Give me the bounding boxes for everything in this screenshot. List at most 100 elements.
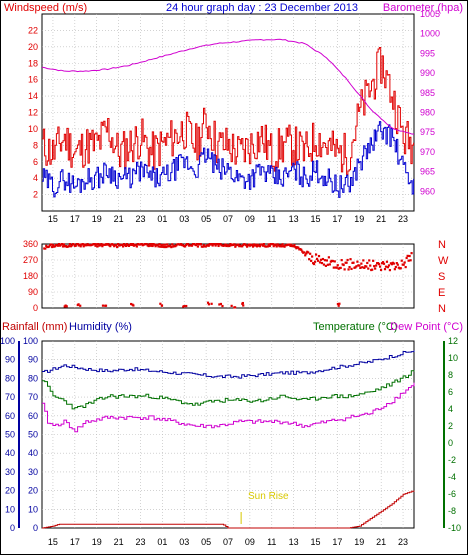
- direction-point: [254, 243, 258, 246]
- wind-y-tick-label: 20: [28, 42, 38, 52]
- direction-point: [315, 257, 319, 260]
- direction-point: [310, 259, 313, 262]
- direction-point: [211, 244, 214, 247]
- lower-x-tick-label: 19: [354, 537, 364, 547]
- direction-point: [248, 243, 251, 246]
- temperature-y-tick-label: 6: [448, 387, 453, 397]
- direction-point: [147, 244, 150, 248]
- direction-point: [74, 244, 77, 247]
- direction-point: [82, 245, 85, 248]
- direction-point: [385, 260, 389, 263]
- rainfall-y-tick-label: 70: [5, 392, 15, 402]
- humidity-y-tick-label: 40: [28, 448, 38, 458]
- direction-point: [94, 244, 97, 247]
- rainfall-y-tick-label: 80: [5, 373, 15, 383]
- direction-point: [149, 244, 152, 247]
- rainfall-y-tick-label: 100: [0, 336, 15, 346]
- direction-point: [218, 303, 221, 306]
- direction-point: [355, 265, 358, 268]
- direction-compass-label: W: [438, 255, 449, 267]
- direction-point: [251, 245, 255, 248]
- wind-y-tick-label: 6: [33, 157, 38, 167]
- direction-point: [333, 260, 336, 263]
- direction-point: [274, 244, 277, 247]
- lower-x-tick-label: 23: [135, 537, 145, 547]
- direction-point: [57, 243, 61, 246]
- wind-y-tick-label: 4: [33, 173, 38, 183]
- humidity-y-tick-label: 50: [28, 430, 38, 440]
- wind-x-tick-label: 05: [201, 214, 211, 224]
- rainfall-line: [42, 490, 415, 529]
- direction-point: [369, 264, 372, 267]
- wind-y-tick-label: 18: [28, 58, 38, 68]
- barometer-y-tick-label: 1000: [420, 29, 440, 39]
- direction-point: [246, 245, 249, 248]
- direction-point: [320, 261, 324, 265]
- direction-point: [326, 263, 329, 266]
- humidity-y-tick-label: 70: [28, 392, 38, 402]
- direction-point: [294, 245, 297, 249]
- direction-point: [305, 252, 308, 255]
- wind-x-tick-label: 07: [223, 214, 233, 224]
- lower-x-tick-label: 13: [289, 537, 299, 547]
- direction-point: [377, 263, 381, 266]
- direction-point: [317, 254, 321, 258]
- direction-point: [358, 264, 361, 267]
- direction-point: [365, 265, 368, 268]
- direction-point: [403, 261, 406, 264]
- direction-point: [372, 259, 375, 262]
- direction-point: [229, 243, 232, 246]
- dewpoint-axis-title: Dew Point (°C): [390, 321, 463, 333]
- wind-y-tick-label: 22: [28, 25, 38, 35]
- direction-point: [166, 243, 169, 246]
- direction-point: [150, 243, 153, 246]
- direction-point: [261, 244, 264, 247]
- direction-point: [217, 244, 220, 248]
- direction-point: [312, 262, 316, 266]
- direction-point: [131, 243, 135, 246]
- direction-point: [374, 267, 377, 270]
- temperature-y-tick-label: 10: [448, 353, 458, 363]
- lower-x-tick-label: 15: [48, 537, 58, 547]
- direction-y-tick-label: 180: [23, 271, 38, 281]
- direction-point: [371, 268, 374, 271]
- direction-point: [199, 243, 202, 246]
- wind-x-tick-label: 17: [332, 214, 342, 224]
- barometer-y-tick-label: 975: [420, 127, 435, 137]
- direction-point: [160, 304, 164, 307]
- direction-point: [293, 243, 296, 247]
- direction-point: [112, 243, 115, 246]
- direction-point: [378, 265, 382, 268]
- wind-x-tick-label: 15: [311, 214, 321, 224]
- direction-point: [307, 251, 310, 254]
- direction-compass-label: N: [438, 239, 446, 251]
- rainfall-y-tick-label: 10: [5, 504, 15, 514]
- direction-point: [280, 245, 283, 248]
- direction-point: [170, 246, 173, 249]
- direction-point: [145, 243, 148, 246]
- direction-point: [213, 243, 216, 246]
- wind-x-tick-label: 01: [157, 214, 167, 224]
- direction-point: [311, 255, 314, 258]
- humidity-y-tick-label: 100: [23, 336, 38, 346]
- direction-point: [228, 244, 231, 248]
- direction-point: [159, 245, 162, 248]
- barometer-y-tick-label: 960: [420, 186, 435, 196]
- direction-point: [275, 245, 278, 248]
- direction-point: [148, 243, 151, 246]
- wind-y-tick-label: 16: [28, 75, 38, 85]
- dewpoint-line: [42, 382, 415, 433]
- chart-title: 24 hour graph day : 23 December 2013: [166, 2, 358, 14]
- direction-point: [154, 245, 157, 248]
- direction-point: [347, 268, 350, 271]
- direction-point: [169, 244, 172, 247]
- direction-point: [297, 246, 300, 249]
- direction-point: [267, 243, 270, 246]
- direction-point: [79, 245, 82, 248]
- direction-point: [359, 266, 362, 270]
- direction-point: [375, 264, 378, 267]
- direction-point: [386, 266, 390, 269]
- direction-point: [63, 305, 66, 308]
- barometer-y-tick-label: 995: [420, 48, 435, 58]
